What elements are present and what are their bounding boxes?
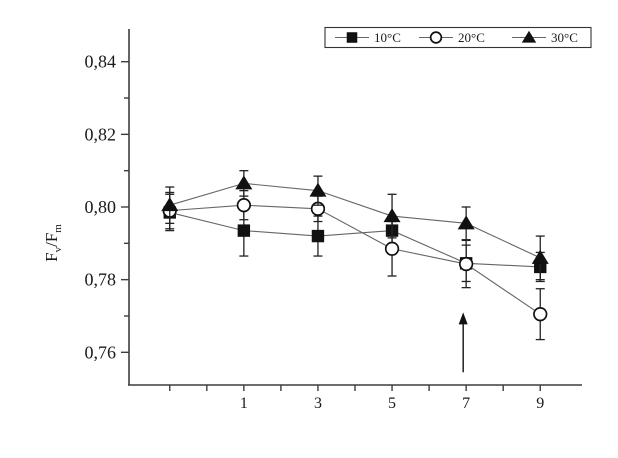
legend-entry: 20°C	[419, 30, 485, 45]
marker-open-circle	[236, 198, 252, 213]
marker-filled-triangle-legend	[521, 30, 537, 43]
x-tick-label: 7	[462, 395, 470, 412]
arrow-up-annotation	[458, 312, 468, 373]
series-30°C	[161, 170, 549, 281]
legend-label: 30°C	[551, 30, 578, 45]
legend: 10°C 20°C 30°C	[324, 26, 592, 49]
series-line	[169, 204, 541, 315]
marker-filled-square-legend	[346, 32, 358, 43]
x-tick-label: 5	[388, 395, 396, 412]
y-axis-title: Fv/Fm	[42, 224, 64, 262]
x-tick-label: 9	[536, 395, 544, 412]
legend-label: 10°C	[374, 30, 401, 45]
y-tick-label: 0,84	[85, 52, 117, 72]
marker-open-circle	[533, 307, 548, 322]
x-tick-label: 1	[240, 395, 248, 412]
y-tick-label: 0,82	[85, 124, 117, 144]
marker-open-circle-legend	[429, 31, 443, 44]
marker-filled-triangle	[457, 215, 475, 230]
marker-open-circle	[384, 241, 400, 256]
marker-filled-triangle	[531, 249, 549, 264]
marker-filled-triangle	[235, 175, 253, 190]
series-20°C	[162, 190, 548, 341]
marker-filled-triangle	[383, 208, 401, 223]
marker-filled-square	[237, 224, 251, 237]
y-tick-label: 0,78	[85, 270, 117, 290]
legend-entry: 10°C	[335, 30, 401, 45]
y-tick-label: 0,76	[85, 342, 117, 362]
series-line	[169, 211, 541, 268]
marker-filled-triangle	[309, 182, 327, 197]
marker-filled-square	[311, 229, 325, 243]
legend-entry: 30°C	[512, 30, 578, 45]
marker-filled-triangle	[161, 197, 179, 212]
y-tick-label: 0,80	[85, 197, 117, 217]
x-tick-label: 3	[314, 395, 322, 412]
series-line	[169, 182, 541, 259]
marker-open-circle	[458, 256, 474, 272]
legend-label: 20°C	[458, 30, 485, 45]
